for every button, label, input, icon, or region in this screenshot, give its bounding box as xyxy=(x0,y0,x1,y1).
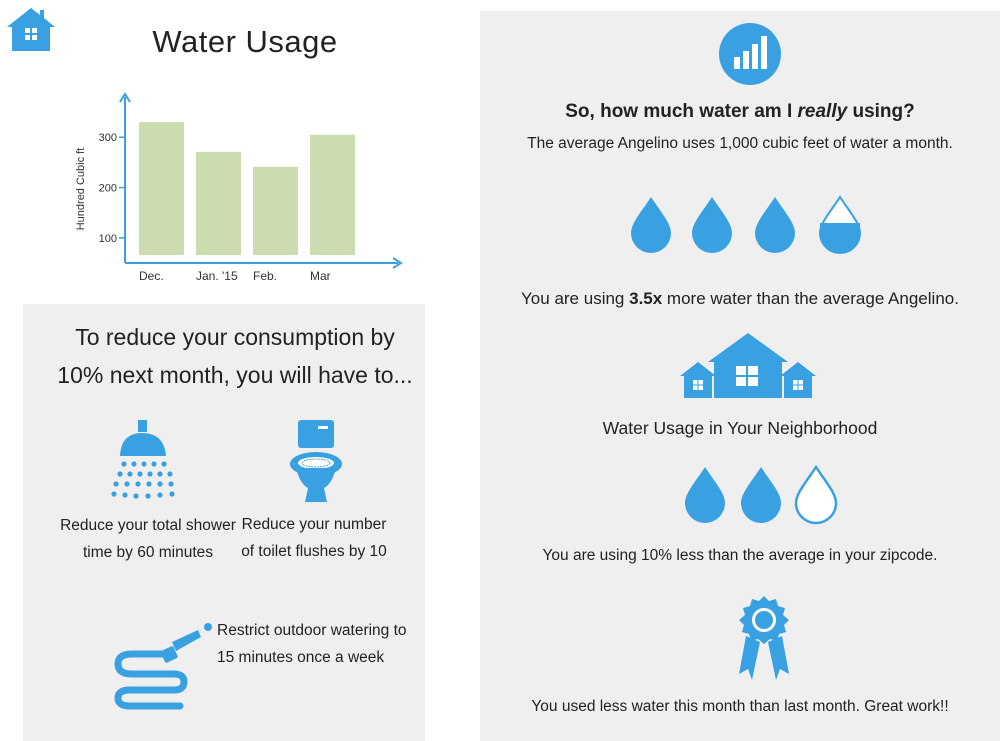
neighborhood-drops xyxy=(683,463,843,528)
award-ribbon-icon xyxy=(736,596,792,682)
using-pre: You are using xyxy=(521,289,630,308)
question-emphasis: really xyxy=(797,101,848,122)
bar xyxy=(196,151,241,255)
bar xyxy=(139,122,184,255)
x-tick-label: Jan. '15 xyxy=(196,269,238,283)
x-axis-arrow xyxy=(392,257,403,269)
hose-tip: Restrict outdoor watering to 15 minutes … xyxy=(217,622,407,666)
y-axis-label: Hundred Cubic ft xyxy=(75,148,87,231)
bar xyxy=(310,134,355,255)
water-drop-icon xyxy=(631,197,671,253)
great-work-text: You used less water this month than last… xyxy=(531,698,949,715)
using-post: more water than the average Angelino. xyxy=(662,289,959,308)
x-tick-label: Dec. xyxy=(139,269,164,283)
question-pre: So, how much water am I xyxy=(565,101,798,122)
water-drop-icon xyxy=(755,197,795,253)
reduce-heading: To reduce your consumption by 10% next m… xyxy=(57,324,413,388)
bar xyxy=(253,166,298,255)
shower-head-icon xyxy=(106,420,184,502)
y-tick-label: 200 xyxy=(99,183,117,195)
shower-tip: Reduce your total shower time by 60 minu… xyxy=(60,517,236,561)
x-tick-label: Mar xyxy=(310,269,331,283)
water-drop-icon xyxy=(741,467,781,523)
y-tick-label: 300 xyxy=(99,132,117,144)
page-title: Water Usage xyxy=(152,24,338,59)
using-value: 3.5x xyxy=(629,289,663,308)
home-icon[interactable] xyxy=(6,6,56,52)
y-axis-arrow xyxy=(119,92,131,103)
usage-chart: 100 200 300 Hundred Cubic ft Dec. Jan. '15 Feb… xyxy=(60,85,420,295)
zipcode-comparison-text: You are using 10% less than the average … xyxy=(542,547,938,564)
neighborhood-heading: Water Usage in Your Neighborhood xyxy=(602,418,878,438)
toilet-tip: Reduce your number of toilet flushes by … xyxy=(241,516,387,560)
average-usage-text: The average Angelino uses 1,000 cubic fe… xyxy=(527,135,953,152)
garden-hose-icon xyxy=(110,618,215,713)
x-tick-label: Feb. xyxy=(253,269,277,283)
reduce-panel xyxy=(23,304,425,741)
y-tick-label: 100 xyxy=(99,233,117,245)
question-post: using? xyxy=(847,101,915,122)
usage-drops xyxy=(628,195,868,255)
comparison-text: You are using 3.5x more water than the a… xyxy=(480,289,1000,309)
usage-question: So, how much water am I really using? xyxy=(480,101,1000,123)
water-drop-icon xyxy=(819,196,861,254)
toilet-icon xyxy=(290,418,342,504)
bar-chart-icon xyxy=(719,23,781,85)
water-drop-icon xyxy=(685,467,725,523)
water-drop-icon xyxy=(692,197,732,253)
water-drop-icon xyxy=(794,465,838,525)
neighborhood-icon xyxy=(678,332,818,400)
